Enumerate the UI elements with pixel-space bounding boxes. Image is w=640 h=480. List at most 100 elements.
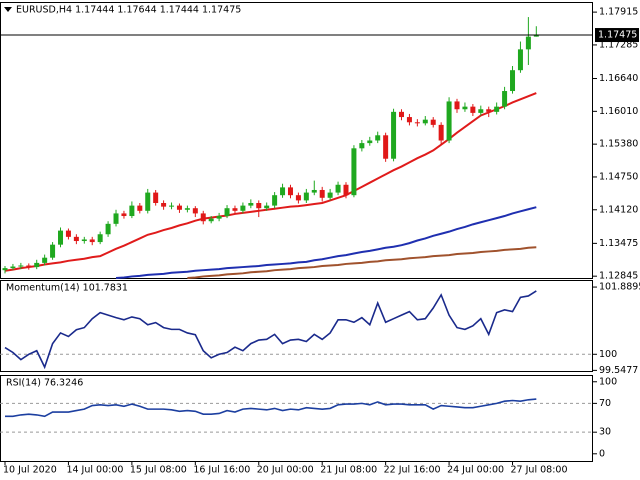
candle-body (137, 205, 143, 211)
x-tick-label: 27 Jul 08:00 (511, 465, 568, 476)
candle-body (327, 192, 333, 198)
candle-body (42, 257, 48, 263)
moving-average (187, 246, 537, 279)
candle-body (399, 111, 404, 118)
panel-frame (0, 375, 593, 462)
y-tick-label: 100 (599, 376, 617, 387)
y-tick-label: 100 (599, 349, 617, 360)
candle-body (153, 192, 159, 203)
candle-body (303, 192, 309, 201)
y-tick-label: 0 (599, 448, 605, 459)
x-tick-label: 15 Jul 08:00 (130, 465, 187, 476)
y-tick-label: 1.14120 (599, 204, 638, 215)
candle-body (264, 205, 270, 209)
candle-body (494, 106, 500, 112)
candle-body (129, 205, 135, 217)
indicator-title: Momentum(14) 101.7831 (6, 283, 128, 294)
candle-body (470, 106, 476, 113)
candle-body (533, 35, 539, 37)
candle-body (184, 208, 190, 210)
candle-body (422, 119, 428, 124)
candle-body (50, 244, 56, 258)
candle-body (10, 266, 16, 269)
candle-body (311, 189, 317, 193)
candle-body (113, 213, 119, 224)
candle-body (192, 208, 198, 214)
candle-body (391, 111, 397, 159)
candle-body (34, 262, 40, 268)
x-tick-label: 21 Jul 08:00 (320, 465, 377, 476)
candle-body (438, 124, 444, 141)
candle-body (89, 239, 95, 243)
price-box (595, 28, 639, 43)
chart-title: EURUSD,H4 1.17444 1.17644 1.17444 1.1747… (16, 5, 241, 16)
candle-body (2, 268, 8, 271)
candle-body (406, 117, 412, 123)
candle-body (121, 213, 127, 217)
x-tick-label: 10 Jul 2020 (3, 465, 57, 476)
candle-body (478, 109, 484, 113)
candle-body (65, 230, 71, 237)
candle-body (510, 70, 516, 92)
candle-body (216, 216, 222, 219)
candle-body (462, 106, 468, 110)
candle-body (525, 36, 531, 50)
candle-body (319, 189, 325, 198)
candle-body (351, 148, 357, 196)
y-tick-label: 1.16640 (599, 73, 638, 84)
x-tick-label: 24 Jul 00:00 (447, 465, 504, 476)
candle-body (200, 213, 206, 222)
candle-body (335, 184, 341, 193)
candle-body (280, 187, 286, 196)
candle-body (256, 203, 262, 209)
y-tick-label: 70 (599, 398, 611, 409)
candle-body (502, 91, 508, 107)
candle-body (169, 205, 175, 207)
candle-body (232, 208, 238, 211)
y-tick-label: 99.5477 (599, 365, 638, 376)
candle-body (105, 223, 111, 235)
candle-body (343, 184, 349, 196)
candle-body (240, 205, 246, 211)
indicator-line (5, 398, 537, 418)
candle-body (414, 122, 420, 124)
y-tick-label: 1.12845 (599, 271, 638, 282)
y-tick-label: 1.16010 (599, 106, 638, 117)
candle-body (248, 203, 254, 206)
y-tick-label: 1.14750 (599, 171, 638, 182)
moving-average (115, 206, 537, 279)
x-tick-label: 14 Jul 00:00 (66, 465, 123, 476)
candle-body (272, 195, 278, 206)
y-tick-label: 1.17915 (599, 7, 638, 18)
panel-frame (0, 280, 593, 372)
y-tick-label: 101.8895 (599, 282, 640, 293)
candle-body (224, 208, 230, 217)
x-tick-label: 16 Jul 16:00 (193, 465, 250, 476)
candle-body (145, 192, 151, 211)
candle-body (26, 265, 32, 268)
candle-body (58, 230, 64, 245)
candle-body (486, 109, 492, 112)
y-tick-label: 1.17285 (599, 39, 638, 50)
candle-body (73, 236, 79, 242)
candle-body (367, 140, 373, 144)
x-tick-label: 22 Jul 16:00 (384, 465, 441, 476)
candle-body (383, 135, 389, 159)
price-label: 1.17475 (598, 30, 637, 41)
indicator-line (4, 290, 537, 370)
candle-body (517, 49, 523, 71)
candle-body (454, 101, 460, 110)
candle-body (18, 265, 24, 267)
candle-body (161, 203, 167, 207)
candle-body (97, 234, 103, 243)
candle-body (430, 119, 436, 125)
candle-body (208, 218, 214, 222)
candle-body (287, 187, 293, 196)
candle-body (446, 101, 452, 141)
indicator-title: RSI(14) 76.3246 (6, 378, 83, 389)
candle-body (359, 143, 365, 149)
candle-body (81, 239, 87, 242)
y-tick-label: 30 (599, 427, 611, 438)
